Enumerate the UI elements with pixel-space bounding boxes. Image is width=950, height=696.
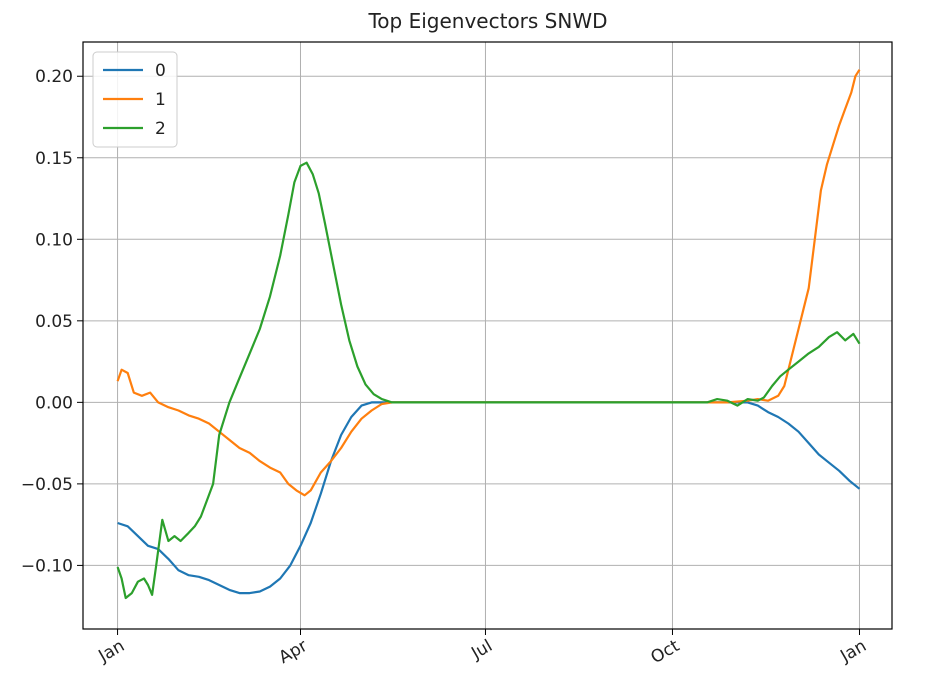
y-tick-label: 0.05 [35,312,73,332]
legend-label: 0 [155,61,166,81]
y-tick-label: 0.00 [35,393,73,413]
series-line-1 [116,69,861,497]
legend-label: 2 [155,119,166,139]
y-tick-label: 0.20 [35,67,73,87]
legend-label: 1 [155,90,166,110]
y-axis-ticks: −0.10 −0.05 0.00 0.05 0.10 0.15 0.20 [21,67,83,576]
y-tick-label: 0.15 [35,149,73,169]
y-tick-label: −0.05 [21,475,73,495]
chart-title: Top Eigenvectors SNWD [367,9,607,33]
legend: 0 1 2 [92,51,178,148]
plot-area-frame [82,41,893,630]
series-lines [116,69,861,600]
series-line-0 [117,401,861,595]
grid-lines [83,42,892,629]
y-tick-label: 0.10 [35,230,73,250]
y-tick-label: −0.10 [21,556,73,576]
series-line-2 [116,161,861,600]
